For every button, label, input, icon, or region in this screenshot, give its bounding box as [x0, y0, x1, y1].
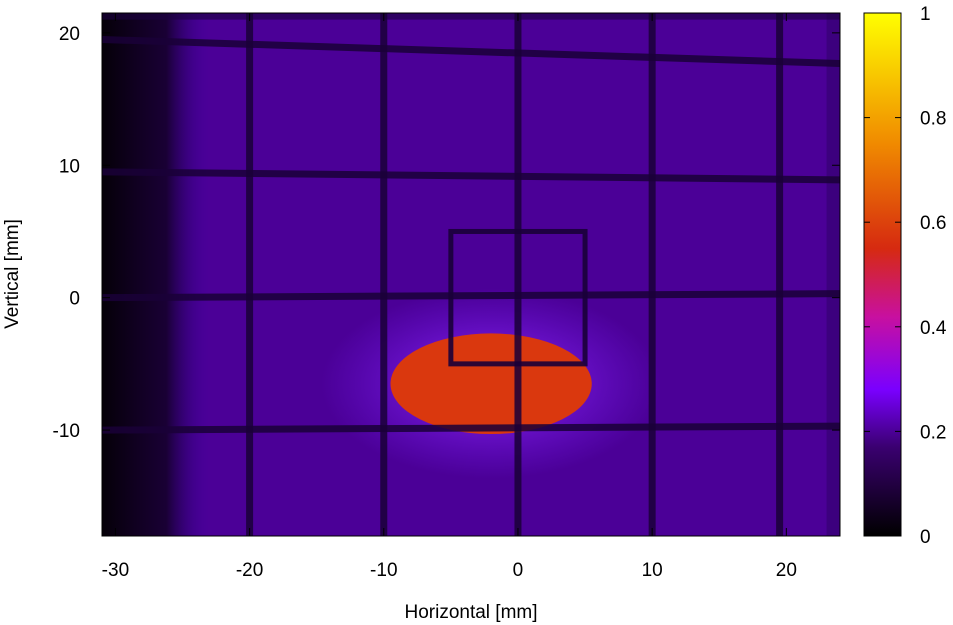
y-tick-label: 0 — [69, 289, 80, 310]
colorbar-tick-label: 0 — [920, 527, 931, 548]
x-tick-label: -30 — [102, 560, 129, 581]
dark-edge-left — [102, 13, 210, 536]
x-tick-label: -10 — [370, 560, 397, 581]
heatmap-image — [102, 13, 840, 536]
colorbar-tick-label: 0.4 — [920, 318, 947, 339]
x-tick-label: 10 — [642, 560, 663, 581]
colorbar-tick-label: 0.6 — [920, 213, 946, 234]
grid-wire-horizontal — [102, 35, 840, 67]
dark-edge-top — [102, 13, 840, 20]
beam-spot — [390, 333, 592, 435]
plot-border — [101, 12, 841, 537]
x-tick-label: 20 — [776, 560, 797, 581]
x-tick-label: -20 — [236, 560, 263, 581]
x-tick-label: 0 — [513, 560, 524, 581]
y-tick-label: 10 — [59, 156, 80, 177]
x-axis-ticks: -30 -20 -10 0 10 20 — [102, 13, 797, 581]
y-axis-ticks: -10 0 10 20 — [53, 24, 840, 442]
x-axis-title: Horizontal [mm] — [404, 602, 537, 623]
y-tick-label: -10 — [53, 421, 80, 442]
colorbar-tick-label: 0.8 — [920, 109, 946, 130]
aperture-box — [448, 228, 588, 367]
grid-wire-horizontal — [102, 422, 840, 434]
grid-wire-horizontal — [102, 290, 840, 302]
colorbar-tick-label: 0.2 — [920, 422, 946, 443]
colorbar-tick-label: 1 — [920, 4, 931, 25]
colorbar-ticks: 0 0.2 0.4 0.6 0.8 1 — [864, 4, 947, 548]
colorbar — [863, 12, 902, 537]
grid-wire-horizontal — [102, 168, 840, 184]
dark-edge-right — [826, 13, 840, 536]
y-tick-label: 20 — [59, 24, 80, 45]
y-axis-title: Vertical [mm] — [2, 219, 23, 329]
